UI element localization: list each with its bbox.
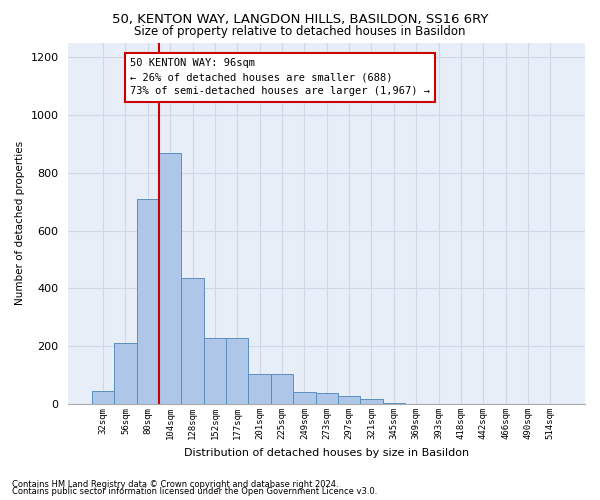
Bar [114,344,137,404]
Bar [137,198,159,404]
Text: 50 KENTON WAY: 96sqm
← 26% of detached houses are smaller (688)
73% of semi-deta: 50 KENTON WAY: 96sqm ← 26% of detached h… [130,58,430,96]
Bar [383,402,405,404]
Text: 50, KENTON WAY, LANGDON HILLS, BASILDON, SS16 6RY: 50, KENTON WAY, LANGDON HILLS, BASILDON,… [112,12,488,26]
Bar [226,338,248,404]
Text: Size of property relative to detached houses in Basildon: Size of property relative to detached ho… [134,25,466,38]
Bar [316,394,338,404]
Bar [181,278,204,404]
Bar [338,396,360,404]
Bar [204,338,226,404]
Bar [293,392,316,404]
Y-axis label: Number of detached properties: Number of detached properties [15,142,25,306]
Bar [271,374,293,404]
Text: Contains HM Land Registry data © Crown copyright and database right 2024.: Contains HM Land Registry data © Crown c… [12,480,338,489]
Bar [92,390,114,404]
Bar [159,153,181,404]
X-axis label: Distribution of detached houses by size in Basildon: Distribution of detached houses by size … [184,448,469,458]
Bar [248,374,271,404]
Bar [360,399,383,404]
Text: Contains public sector information licensed under the Open Government Licence v3: Contains public sector information licen… [12,487,377,496]
